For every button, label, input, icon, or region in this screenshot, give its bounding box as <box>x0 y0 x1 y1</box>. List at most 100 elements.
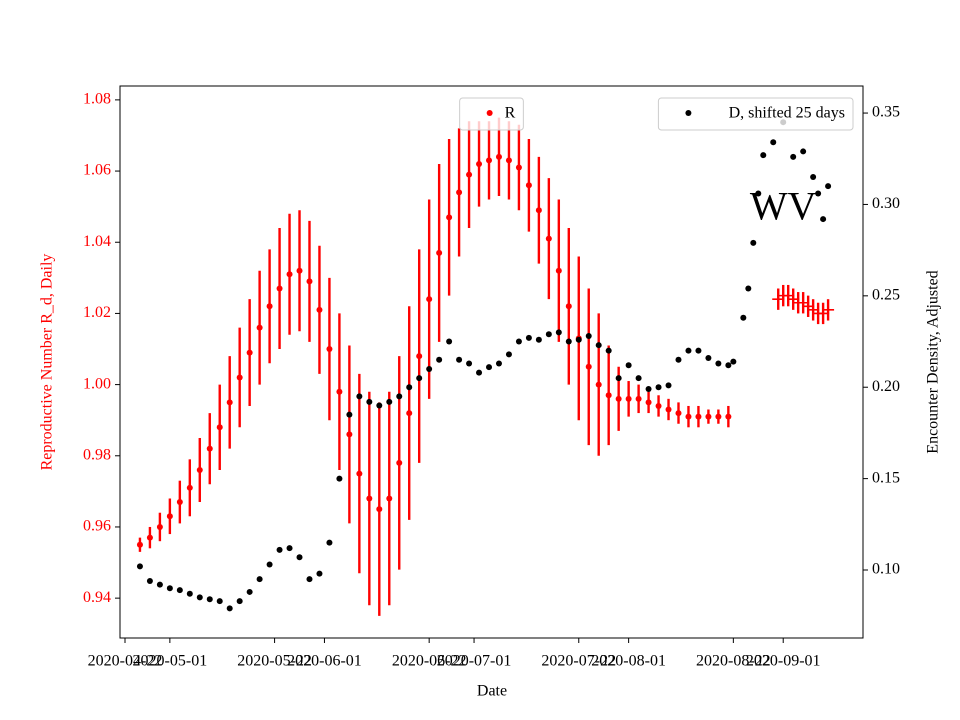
series <box>136 119 832 612</box>
y-tick-label: 1.00 <box>83 375 111 392</box>
marker <box>306 278 313 285</box>
marker <box>416 375 423 382</box>
marker <box>356 393 363 400</box>
marker <box>655 384 662 391</box>
marker <box>236 374 243 381</box>
marker <box>675 410 682 417</box>
marker <box>635 395 642 402</box>
y2-tick-label: 0.35 <box>872 104 900 121</box>
marker <box>136 563 143 570</box>
marker <box>366 495 373 502</box>
y2-axis-label: Encounter Density, Adjusted <box>925 270 942 453</box>
marker <box>815 190 822 197</box>
marker <box>730 358 737 365</box>
marker <box>585 363 592 370</box>
marker <box>386 398 393 405</box>
marker <box>256 576 263 583</box>
marker <box>750 239 757 246</box>
marker <box>505 351 512 358</box>
marker <box>426 296 433 303</box>
marker <box>575 336 582 343</box>
y2-tick-label: 0.25 <box>872 287 900 304</box>
legend: R <box>459 97 524 131</box>
marker <box>296 267 303 274</box>
marker <box>466 360 473 367</box>
y-tick-label: 0.94 <box>83 589 111 606</box>
marker <box>286 271 293 278</box>
marker <box>336 388 343 395</box>
marker <box>715 360 722 367</box>
marker <box>685 347 692 354</box>
marker <box>376 506 383 513</box>
y2-tick-label: 0.30 <box>872 195 900 212</box>
marker <box>505 157 512 164</box>
marker <box>386 495 393 502</box>
marker <box>810 174 817 181</box>
marker <box>336 475 343 482</box>
marker <box>176 499 183 506</box>
y-tick-label: 1.06 <box>83 162 111 179</box>
marker <box>156 581 163 588</box>
x-tick-label: 2020-06-22 <box>392 653 467 670</box>
marker <box>456 356 463 363</box>
marker <box>476 160 483 167</box>
marker <box>396 459 403 466</box>
marker <box>615 375 622 382</box>
marker <box>216 424 223 431</box>
marker <box>675 356 682 363</box>
marker <box>376 402 383 409</box>
marker <box>725 413 732 420</box>
marker <box>645 399 652 406</box>
marker <box>535 207 542 214</box>
marker <box>565 338 572 345</box>
y-tick-label: 0.96 <box>83 518 111 535</box>
legend-marker <box>486 110 493 116</box>
marker <box>396 393 403 400</box>
marker <box>356 470 363 477</box>
marker <box>820 216 827 223</box>
marker <box>196 467 203 474</box>
y2-tick-label: 0.15 <box>872 469 900 486</box>
marker <box>545 331 552 338</box>
marker <box>525 334 532 341</box>
marker <box>136 541 143 548</box>
marker <box>236 598 243 605</box>
x-tick-label: 2020-07-22 <box>541 653 616 670</box>
marker <box>585 333 592 340</box>
marker <box>226 399 233 406</box>
marker <box>186 590 193 597</box>
x-tick-label: 2020-05-22 <box>237 653 312 670</box>
marker <box>515 164 522 171</box>
x-tick-label: 2020-07-01 <box>437 653 512 670</box>
y-tick-label: 0.98 <box>83 446 111 463</box>
y2-tick-label: 0.20 <box>872 378 900 395</box>
marker <box>685 413 692 420</box>
marker <box>436 356 443 363</box>
plot-frame <box>119 85 864 639</box>
marker <box>625 395 632 402</box>
legend-box <box>657 97 854 131</box>
marker <box>166 585 173 592</box>
marker <box>156 523 163 530</box>
marker <box>266 561 273 568</box>
marker <box>266 303 273 310</box>
marker <box>256 324 263 331</box>
x-tick-label: 2020-09-01 <box>746 653 821 670</box>
marker <box>760 152 767 159</box>
marker <box>695 347 702 354</box>
marker <box>535 336 542 343</box>
marker <box>822 303 835 316</box>
marker <box>515 338 522 345</box>
marker <box>326 346 333 353</box>
marker <box>406 410 413 417</box>
x-tick-label: 2020-05-01 <box>133 653 208 670</box>
marker <box>695 413 702 420</box>
marker <box>565 303 572 310</box>
y-tick-label: 1.02 <box>83 304 111 321</box>
marker <box>525 182 532 189</box>
legend-label: R <box>505 105 516 122</box>
marker <box>745 285 752 292</box>
marker <box>655 402 662 409</box>
marker <box>466 171 473 178</box>
